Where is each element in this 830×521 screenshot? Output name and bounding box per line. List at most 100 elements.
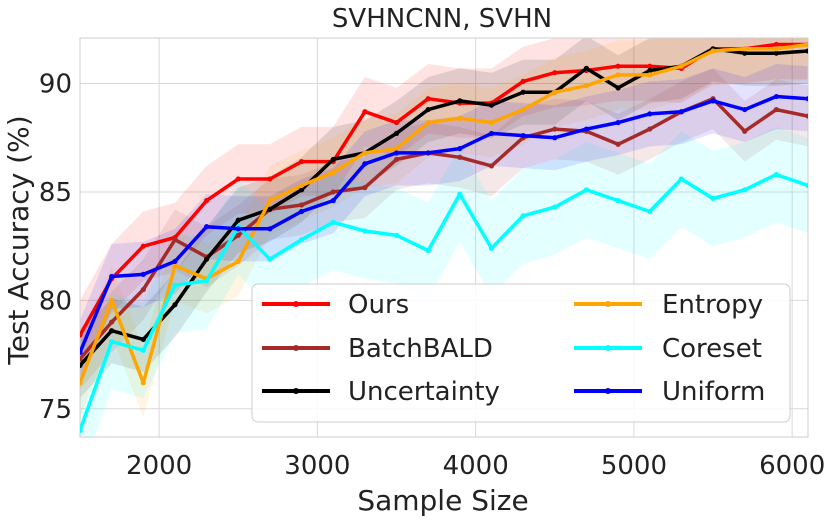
data-point-uncertainty (583, 65, 590, 71)
data-point-uniform (488, 130, 495, 137)
data-point-uniform (583, 126, 590, 132)
data-point-uniform (647, 111, 653, 117)
data-point-uniform (425, 150, 431, 156)
data-point-entropy (710, 48, 716, 54)
data-point-entropy (615, 72, 621, 78)
data-point-coreset (393, 232, 400, 238)
legend-marker (605, 345, 611, 351)
data-point-uncertainty (393, 130, 400, 137)
data-point-uncertainty (267, 206, 273, 212)
band-entropy (80, 38, 808, 418)
x-tick-label: 4000 (443, 451, 509, 481)
data-point-uncertainty (773, 50, 779, 56)
data-point-ours (393, 119, 400, 126)
legend-label: Coreset (662, 334, 762, 364)
data-point-entropy (805, 41, 808, 48)
plot-frame (79, 37, 809, 438)
data-point-coreset (488, 245, 495, 251)
data-point-uncertainty (140, 336, 146, 343)
data-point-uniform (80, 349, 83, 356)
data-point-coreset (552, 204, 558, 210)
data-point-uniform (393, 150, 400, 156)
legend-entry-ours: Ours (262, 290, 409, 320)
series-lines (80, 41, 808, 434)
data-point-coreset (742, 187, 748, 193)
y-tick-labels: 75 80 85 90 (39, 70, 72, 425)
data-point-ours (267, 176, 273, 182)
legend-marker (293, 388, 299, 394)
data-point-ours (140, 243, 146, 249)
data-point-uniform (298, 208, 305, 215)
data-point-batchbald (552, 126, 558, 132)
data-point-entropy (457, 115, 463, 121)
data-point-uniform (267, 226, 273, 232)
data-point-batchbald (773, 106, 779, 113)
x-tick-label: 6000 (759, 451, 825, 481)
legend-marker (293, 345, 299, 351)
data-point-uniform (457, 145, 463, 152)
data-point-batchbald (615, 141, 621, 147)
data-point-entropy (172, 263, 178, 269)
data-point-uncertainty (488, 102, 495, 108)
data-point-entropy (362, 150, 368, 156)
data-point-uniform (615, 119, 621, 126)
data-point-coreset (80, 427, 83, 434)
data-point-uncertainty (172, 302, 178, 308)
data-point-ours (235, 176, 241, 182)
data-point-uncertainty (805, 48, 808, 54)
legend-label: BatchBALD (348, 334, 493, 364)
legend-marker (293, 301, 299, 307)
x-tick-labels: 2000 3000 4000 5000 6000 (126, 451, 825, 481)
data-point-uncertainty (330, 156, 336, 163)
data-point-uncertainty (457, 98, 463, 104)
series-line-coreset (80, 172, 808, 432)
data-point-entropy (742, 46, 748, 52)
data-point-ours (647, 63, 653, 69)
legend-label: Uniform (662, 377, 765, 407)
x-tick-label: 3000 (284, 451, 350, 481)
data-point-entropy (330, 169, 336, 176)
data-point-ours (615, 63, 621, 69)
y-tick-label: 90 (39, 70, 72, 100)
data-point-uniform (235, 226, 241, 232)
data-point-batchbald (742, 128, 748, 134)
data-point-coreset (805, 182, 808, 189)
legend-label: Uncertainty (348, 377, 500, 407)
data-point-entropy (140, 380, 146, 386)
data-point-ours (552, 70, 558, 76)
data-point-uncertainty (615, 85, 621, 91)
data-point-coreset (172, 282, 178, 288)
data-point-entropy (520, 106, 526, 113)
y-tick-label: 85 (39, 178, 72, 208)
data-point-batchbald (235, 232, 241, 238)
legend-marker (605, 388, 611, 394)
data-point-coreset (647, 208, 653, 215)
data-point-uncertainty (298, 187, 305, 193)
data-point-uniform (805, 96, 808, 102)
data-point-entropy (647, 72, 653, 78)
data-point-uniform (742, 106, 748, 113)
data-point-batchbald (488, 163, 495, 169)
data-point-uniform (140, 271, 146, 277)
data-point-uniform (109, 273, 115, 280)
data-point-batchbald (647, 126, 653, 132)
data-point-entropy (488, 119, 495, 126)
data-point-coreset (330, 219, 336, 225)
legend-entry-uncertainty: Uncertainty (262, 377, 500, 407)
data-point-coreset (267, 256, 273, 262)
data-point-ours (204, 198, 210, 204)
x-tick-label: 5000 (601, 451, 667, 481)
band-uncertainty (80, 38, 808, 398)
y-tick-label: 80 (39, 286, 72, 316)
x-axis-label: Sample Size (357, 484, 528, 517)
data-point-coreset (298, 237, 305, 243)
data-point-entropy (80, 380, 83, 386)
data-point-entropy (235, 258, 241, 264)
data-point-entropy (109, 297, 115, 303)
data-point-uniform (552, 135, 558, 141)
band-batchbald (80, 68, 808, 390)
data-point-uncertainty (742, 50, 748, 56)
data-point-ours (425, 96, 431, 102)
data-point-entropy (773, 46, 779, 52)
